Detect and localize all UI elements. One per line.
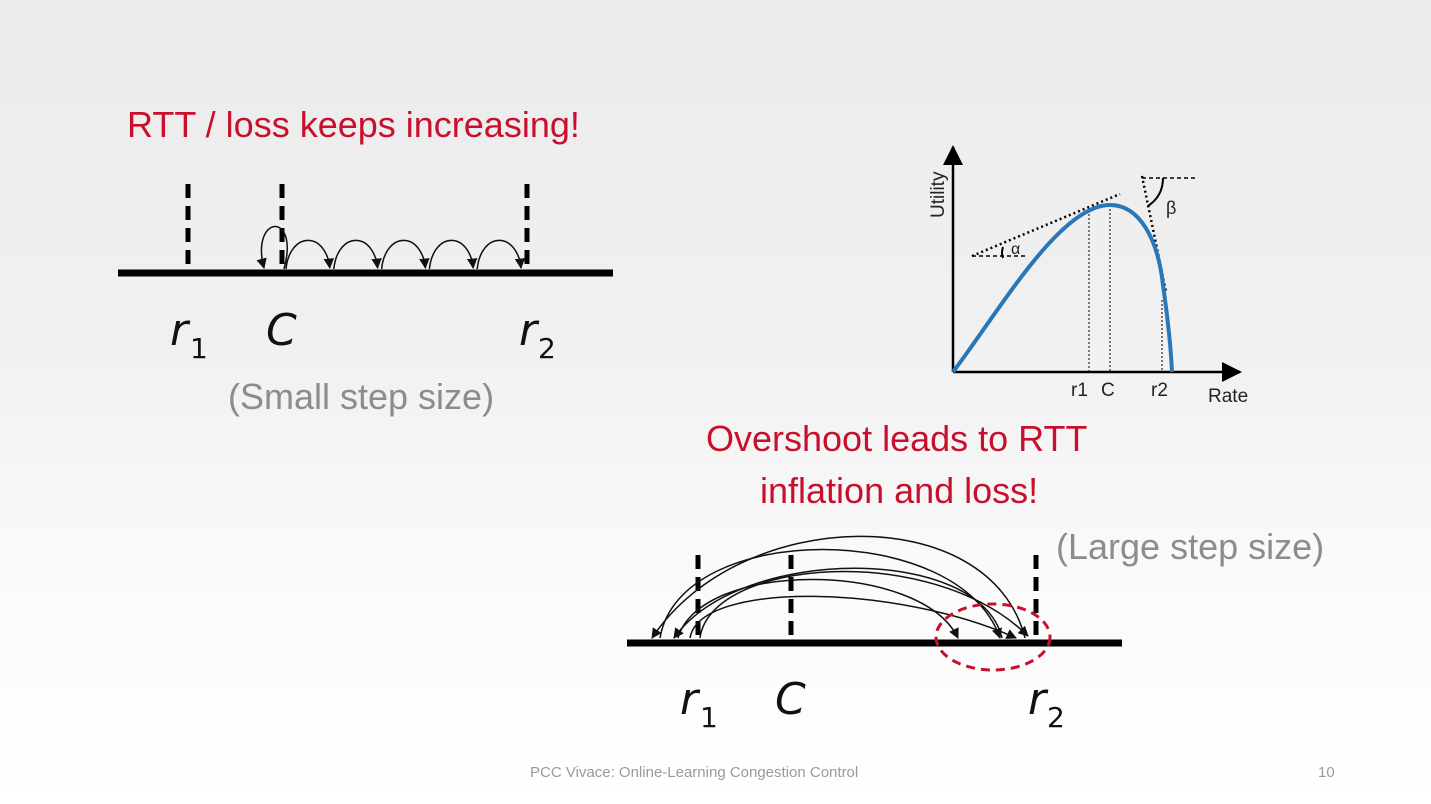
hop-arc <box>428 239 478 270</box>
page-number: 10 <box>1318 764 1335 781</box>
r2-label-top: r <box>519 305 540 356</box>
x-tick-r2: r2 <box>1151 380 1168 401</box>
r1-subscript-bottom: 1 <box>700 701 718 734</box>
hop-arc <box>380 239 430 270</box>
overshoot-highlight <box>934 602 1052 672</box>
overshoot-arcs <box>651 535 1029 639</box>
overshoot-arc <box>673 567 1003 639</box>
r2-subscript-top: 2 <box>538 332 556 365</box>
small-step-caption: (Small step size) <box>228 376 495 417</box>
overshoot-arc <box>699 570 1029 639</box>
c-label-bottom: C <box>775 674 806 725</box>
x-tick-c: C <box>1101 380 1115 401</box>
c-label-top: C <box>266 305 297 356</box>
alpha-arc <box>1001 246 1004 259</box>
hop-arc <box>256 225 288 270</box>
overshoot-title-line1: Overshoot leads to RTT <box>706 418 1088 459</box>
r2-subscript-bottom: 2 <box>1047 701 1065 734</box>
utility-plot: Utility Rate α β r1 C r2 <box>928 145 1248 407</box>
utility-curve <box>951 202 1174 374</box>
r1-label-top: r <box>170 305 191 356</box>
slide-footer: PCC Vivace: Online-Learning Congestion C… <box>530 764 859 781</box>
alpha-tangent <box>971 192 1121 258</box>
r1-label-bottom: r <box>680 674 701 725</box>
large-step-caption: (Large step size) <box>1056 526 1325 567</box>
y-axis-label: Utility <box>928 171 949 218</box>
beta-arc <box>1147 177 1164 207</box>
x-tick-r1: r1 <box>1071 380 1088 401</box>
small-step-diagram: r 1 C r 2 <box>118 184 613 365</box>
hop-arcs-top <box>256 225 526 270</box>
overshoot-arc <box>651 535 1026 639</box>
hop-arc <box>333 239 382 270</box>
top-title: RTT / loss keeps increasing! <box>127 104 580 145</box>
beta-symbol: β <box>1166 198 1176 218</box>
alpha-symbol: α <box>1011 241 1020 258</box>
hop-arc <box>285 239 334 270</box>
r2-label-bottom: r <box>1028 674 1049 725</box>
r1-subscript-top: 1 <box>190 332 208 365</box>
overshoot-arc <box>689 595 1017 639</box>
hop-arc <box>476 239 526 270</box>
overshoot-title-line2: inflation and loss! <box>760 470 1039 511</box>
large-step-diagram: r 1 C r 2 <box>627 535 1122 734</box>
x-axis-label: Rate <box>1208 386 1248 407</box>
